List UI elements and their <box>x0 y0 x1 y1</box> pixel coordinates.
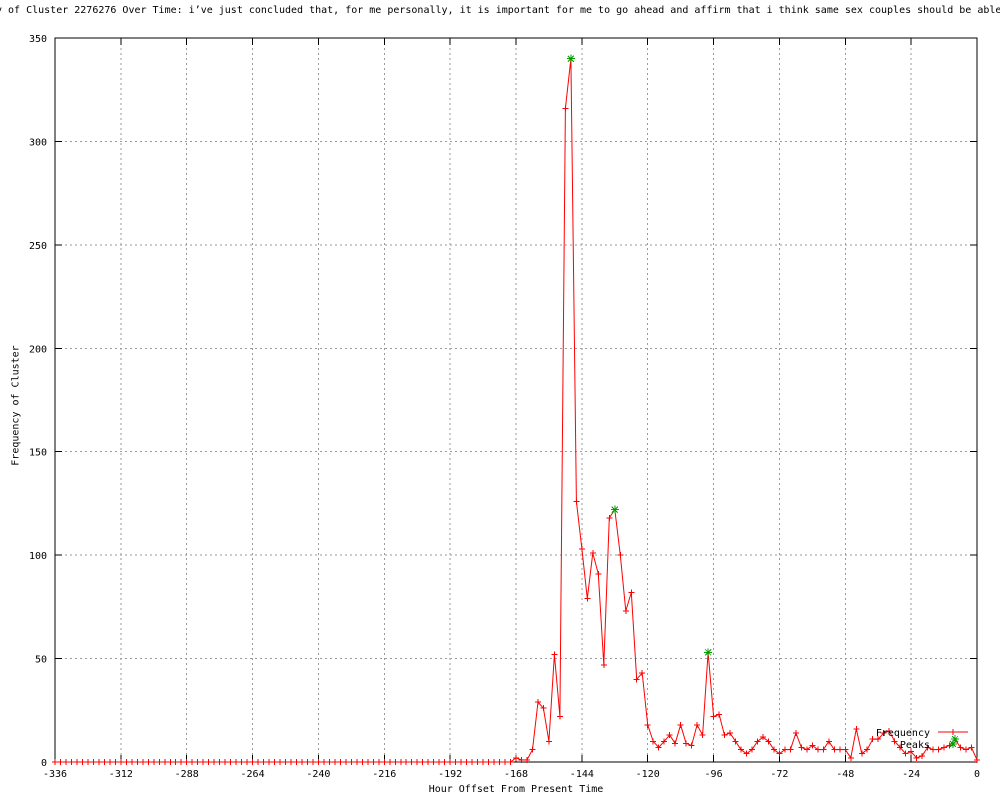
y-tick-label: 200 <box>29 344 47 355</box>
x-tick-label: -216 <box>372 769 396 780</box>
y-tick-label: 300 <box>29 137 47 148</box>
x-axis-label: Hour Offset From Present Time <box>428 784 604 795</box>
peaks-markers <box>566 54 960 744</box>
frequency-markers <box>52 55 980 765</box>
legend-label-frequency: Frequency <box>876 728 930 739</box>
x-tick-label: -264 <box>241 769 265 780</box>
x-tick-label: -336 <box>43 769 67 780</box>
chart-title: y of Cluster 2276276 Over Time: i’ve jus… <box>0 5 1000 16</box>
y-tick-label: 350 <box>29 34 47 45</box>
legend-label-peaks: Peaks <box>900 740 930 751</box>
y-axis-label: Frequency of Cluster <box>10 345 22 466</box>
x-tick-label: -288 <box>175 769 199 780</box>
x-tick-label: -96 <box>705 769 723 780</box>
y-tick-label: 100 <box>29 551 47 562</box>
x-tick-label: -48 <box>836 769 854 780</box>
x-tick-label: -120 <box>636 769 660 780</box>
y-tick-label: 150 <box>29 448 47 459</box>
x-tick-label: -168 <box>504 769 528 780</box>
x-tick-label: 0 <box>974 769 980 780</box>
x-tick-label: -72 <box>770 769 788 780</box>
x-tick-label: -144 <box>570 769 594 780</box>
legend-peaks-marker-sample <box>949 740 957 748</box>
x-tick-label: -312 <box>109 769 133 780</box>
legend-frequency-marker-sample <box>950 729 956 735</box>
x-tick-label: -240 <box>306 769 330 780</box>
y-tick-label: 0 <box>41 758 47 769</box>
y-tick-label: 50 <box>35 655 47 666</box>
x-tick-label: -24 <box>902 769 920 780</box>
x-tick-label: -192 <box>438 769 462 780</box>
y-tick-label: 250 <box>29 241 47 252</box>
